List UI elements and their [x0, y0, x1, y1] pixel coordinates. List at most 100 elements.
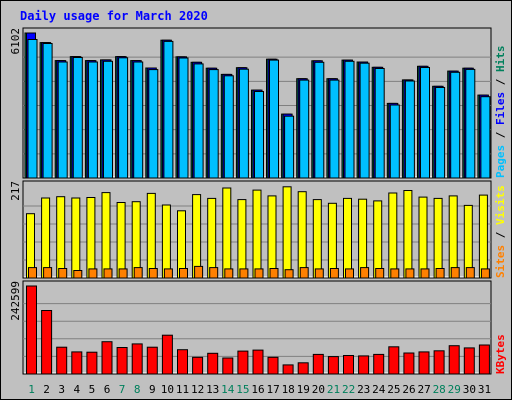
bar-pages-day-6 [103, 60, 113, 179]
bar-pages-day-22 [344, 60, 355, 179]
bar-sites-day-20 [314, 268, 324, 279]
bar-sites-day-12 [194, 265, 204, 279]
bar-sites-day-3 [58, 268, 68, 279]
bar-sites-day-15 [239, 268, 249, 279]
bar-sites-day-6 [103, 268, 113, 279]
bar-kbytes-day-16 [252, 349, 264, 375]
bar-pages-day-29 [450, 71, 461, 179]
bar-visits-day-21 [327, 202, 337, 279]
bar-pages-day-23 [359, 62, 370, 179]
series-label-separator: / [494, 72, 507, 92]
bar-visits-day-5 [86, 197, 96, 279]
x-tick-label-day-4: 4 [73, 383, 80, 396]
chart-title: Daily usage for March 2020 [20, 9, 208, 23]
bar-visits-day-10 [161, 204, 171, 279]
bar-visits-day-17 [267, 195, 277, 279]
bar-kbytes-day-10 [161, 334, 173, 375]
x-tick-label-day-19: 19 [297, 383, 310, 396]
bar-pages-day-10 [163, 40, 174, 179]
bar-pages-day-8 [133, 61, 144, 179]
bar-kbytes-day-6 [101, 341, 113, 375]
bar-pages-day-18 [284, 115, 295, 179]
bar-pages-day-24 [374, 68, 385, 179]
bar-kbytes-day-12 [192, 356, 204, 375]
bar-sites-day-24 [375, 268, 385, 279]
bar-pages-day-2 [42, 43, 53, 179]
series-label-part: KBytes [494, 334, 507, 374]
bar-pages-day-5 [87, 61, 98, 179]
bar-kbytes-day-22 [343, 355, 354, 375]
bar-kbytes-day-19 [297, 362, 309, 375]
x-tick-label-day-3: 3 [58, 383, 65, 396]
bar-kbytes-day-13 [207, 352, 219, 375]
x-tick-label-day-18: 18 [282, 383, 295, 396]
x-tick-label-day-27: 27 [417, 383, 430, 396]
x-tick-label-day-22: 22 [342, 383, 355, 396]
bar-visits-day-7 [116, 202, 126, 279]
bar-pages-day-13 [208, 69, 219, 179]
bar-sites-day-5 [88, 268, 98, 279]
bar-kbytes-day-21 [327, 356, 339, 375]
series-label-top: Pages / Files / Hits [494, 46, 507, 179]
x-tick-label-day-17: 17 [266, 383, 279, 396]
bar-sites-day-13 [209, 267, 219, 279]
bar-sites-day-17 [269, 268, 279, 279]
ymax-label-top: 6102 [9, 28, 22, 55]
bar-visits-day-28 [433, 197, 443, 279]
bar-kbytes-day-2 [41, 310, 53, 375]
bar-visits-day-18 [282, 186, 292, 279]
x-tick-label-day-24: 24 [372, 383, 386, 396]
bar-visits-day-11 [177, 210, 186, 279]
bar-visits-day-29 [448, 195, 458, 279]
bar-kbytes-day-1 [26, 285, 37, 375]
x-tick-label-day-16: 16 [251, 383, 264, 396]
bar-visits-day-26 [403, 190, 413, 279]
bar-kbytes-day-9 [146, 346, 158, 375]
bar-kbytes-day-26 [403, 352, 415, 375]
bar-kbytes-day-18 [282, 364, 294, 375]
bar-kbytes-day-28 [433, 350, 445, 375]
bar-visits-day-6 [101, 192, 111, 279]
x-tick-label-day-28: 28 [433, 383, 446, 396]
bar-pages-day-20 [314, 61, 325, 179]
bar-visits-day-2 [41, 197, 51, 279]
bar-sites-day-30 [465, 267, 475, 279]
bar-visits-day-27 [418, 196, 428, 279]
bar-sites-day-18 [284, 269, 294, 279]
bar-sites-day-23 [360, 267, 370, 279]
bar-sites-day-31 [480, 268, 490, 279]
series-label-part: Hits [494, 46, 507, 73]
ymax-label-bottom: 242599 [9, 281, 22, 321]
series-label-bottom: KBytes [494, 334, 507, 374]
bar-sites-day-2 [43, 267, 53, 279]
bars [24, 32, 491, 375]
series-label-part: Sites [494, 245, 507, 278]
x-tick-label-day-9: 9 [149, 383, 156, 396]
bar-kbytes-day-24 [373, 353, 385, 375]
x-tick-label-day-12: 12 [191, 383, 204, 396]
x-tick-label-day-14: 14 [221, 383, 235, 396]
bar-visits-day-13 [207, 197, 217, 279]
bar-sites-day-28 [435, 268, 445, 279]
bar-kbytes-day-17 [267, 356, 279, 375]
bar-pages-day-17 [269, 59, 279, 179]
series-label-separator: / [494, 225, 507, 245]
x-tick-label-day-25: 25 [387, 383, 400, 396]
bar-sites-day-29 [450, 267, 460, 279]
bar-kbytes-day-8 [131, 343, 143, 375]
bar-visits-day-4 [71, 197, 81, 279]
bar-kbytes-day-25 [388, 346, 400, 375]
bar-sites-day-7 [118, 268, 128, 279]
bar-visits-day-24 [373, 200, 383, 279]
bar-pages-day-25 [389, 104, 400, 179]
bar-sites-day-21 [329, 268, 339, 279]
bar-pages-day-26 [404, 80, 415, 179]
series-label-part: Visits [494, 185, 507, 225]
bar-kbytes-day-7 [116, 347, 128, 375]
x-tick-label-day-29: 29 [448, 383, 461, 396]
bar-kbytes-day-11 [177, 349, 188, 375]
bar-visits-day-20 [312, 199, 322, 279]
bar-sites-day-1 [28, 267, 37, 279]
